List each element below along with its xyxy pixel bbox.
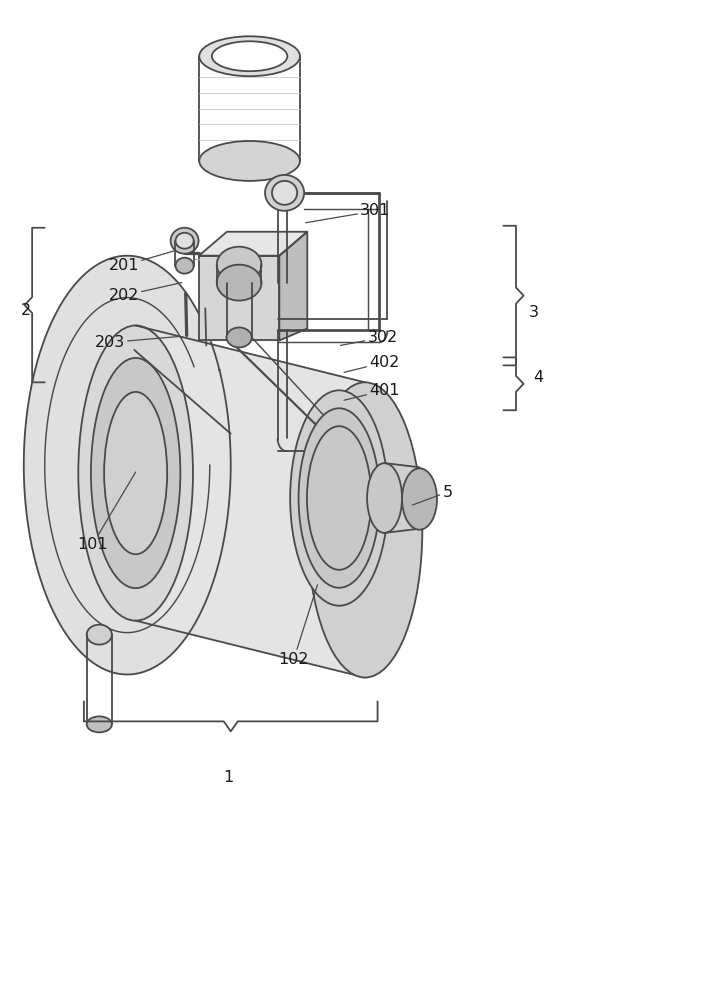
Ellipse shape bbox=[86, 716, 112, 732]
Text: 302: 302 bbox=[340, 330, 397, 345]
Ellipse shape bbox=[227, 327, 252, 347]
Ellipse shape bbox=[176, 258, 194, 274]
Ellipse shape bbox=[290, 390, 388, 606]
Ellipse shape bbox=[86, 625, 112, 645]
Ellipse shape bbox=[176, 233, 194, 249]
Ellipse shape bbox=[217, 247, 262, 283]
Text: 201: 201 bbox=[109, 251, 175, 273]
Ellipse shape bbox=[217, 265, 262, 301]
Ellipse shape bbox=[79, 325, 193, 621]
Ellipse shape bbox=[265, 175, 304, 211]
Text: 3: 3 bbox=[529, 305, 539, 320]
Ellipse shape bbox=[199, 36, 300, 76]
Polygon shape bbox=[199, 232, 307, 256]
Text: 2: 2 bbox=[21, 303, 31, 318]
Ellipse shape bbox=[307, 382, 423, 678]
Polygon shape bbox=[24, 256, 231, 675]
Ellipse shape bbox=[91, 358, 180, 588]
Ellipse shape bbox=[212, 41, 287, 71]
Text: 4: 4 bbox=[534, 370, 543, 385]
Polygon shape bbox=[279, 232, 307, 340]
Ellipse shape bbox=[298, 408, 380, 588]
Polygon shape bbox=[199, 256, 279, 340]
Text: 401: 401 bbox=[344, 383, 400, 400]
Ellipse shape bbox=[367, 463, 402, 533]
Text: 202: 202 bbox=[109, 283, 182, 303]
Text: 5: 5 bbox=[413, 485, 453, 505]
Polygon shape bbox=[79, 325, 423, 678]
Text: 1: 1 bbox=[223, 770, 234, 785]
Text: 102: 102 bbox=[279, 585, 317, 667]
Ellipse shape bbox=[199, 141, 300, 181]
Ellipse shape bbox=[171, 228, 199, 254]
Text: 203: 203 bbox=[95, 335, 180, 350]
Ellipse shape bbox=[361, 495, 386, 545]
Ellipse shape bbox=[307, 426, 371, 570]
Ellipse shape bbox=[366, 505, 380, 535]
Text: 101: 101 bbox=[77, 472, 135, 552]
Ellipse shape bbox=[104, 392, 167, 554]
Text: 402: 402 bbox=[344, 355, 399, 372]
Ellipse shape bbox=[402, 468, 437, 530]
Ellipse shape bbox=[272, 181, 297, 205]
Text: 301: 301 bbox=[305, 203, 390, 223]
